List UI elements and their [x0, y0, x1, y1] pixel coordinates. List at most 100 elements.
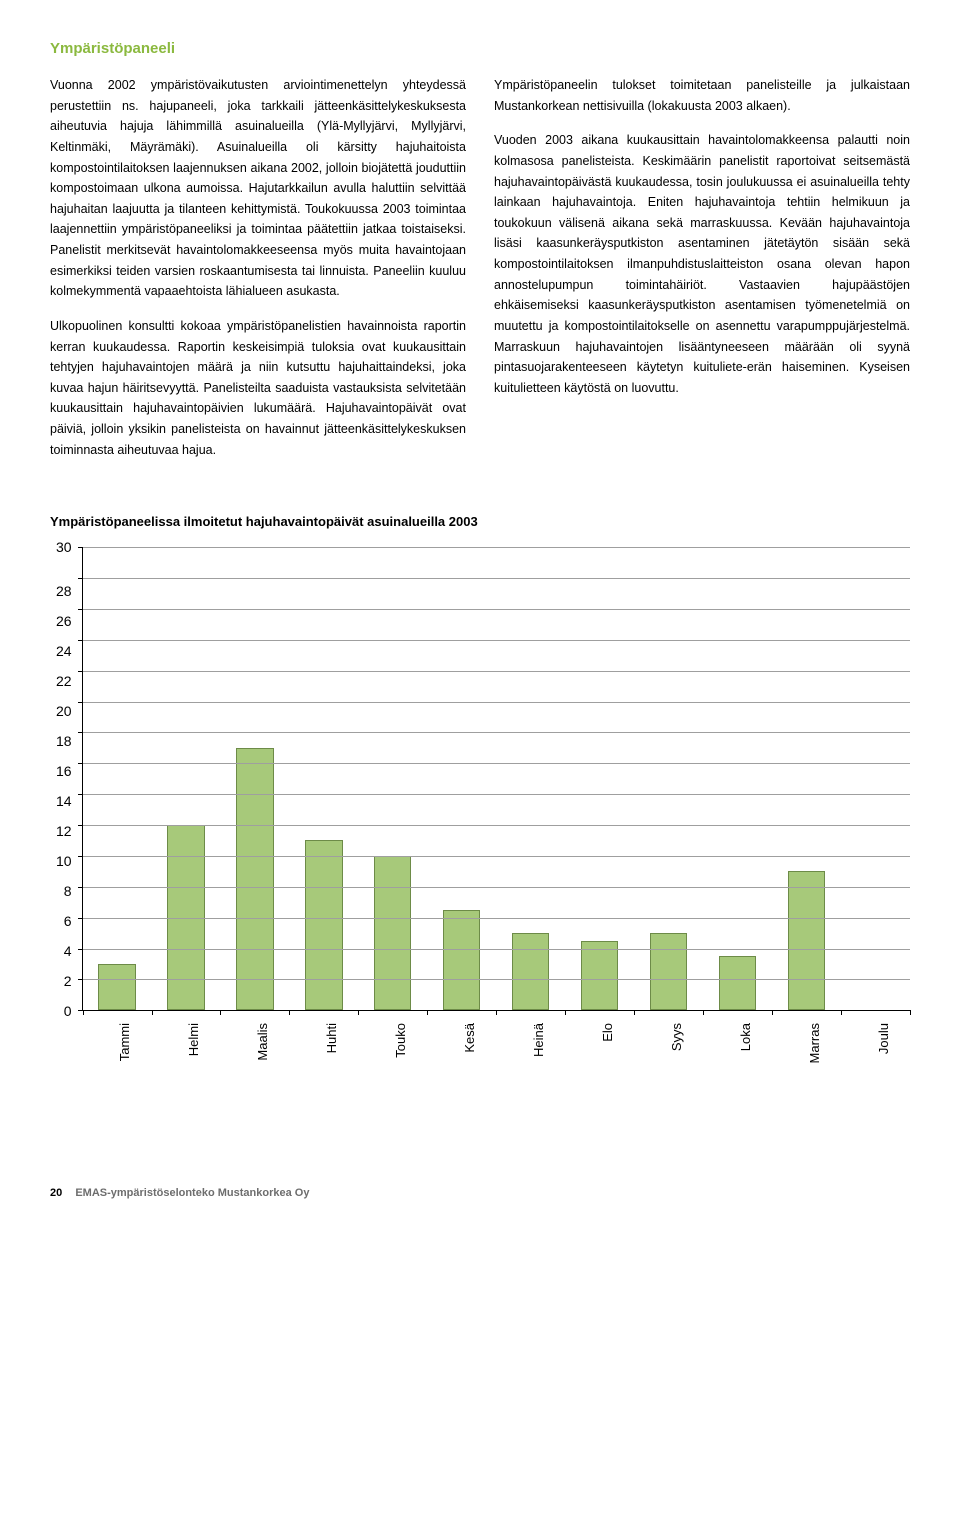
grid-line: [83, 887, 910, 888]
bars-container: TammiHelmiMaalisHuhtiToukoKesäHeinäEloSy…: [83, 547, 910, 1010]
y-tick-mark: [78, 918, 83, 919]
grid-line: [83, 732, 910, 733]
bar-slot: Joulu: [841, 547, 910, 1010]
y-tick-mark: [78, 547, 83, 548]
y-tick-label: 24: [56, 644, 72, 658]
x-tick-mark: [358, 1010, 359, 1015]
x-axis-label: Heinä: [531, 1023, 546, 1057]
bar: [443, 910, 480, 1010]
bar: [305, 840, 342, 1010]
y-tick-label: 12: [56, 824, 72, 838]
x-axis-label: Loka: [738, 1023, 753, 1051]
x-axis-label: Marras: [807, 1023, 822, 1063]
chart-title: Ympäristöpaneelissa ilmoitetut hajuhavai…: [50, 514, 910, 529]
x-tick-mark: [220, 1010, 221, 1015]
y-tick-mark: [78, 856, 83, 857]
grid-line: [83, 609, 910, 610]
grid-line: [83, 856, 910, 857]
bar-slot: Touko: [358, 547, 427, 1010]
page-footer: 20 EMAS-ympäristöselonteko Mustankorkea …: [50, 1187, 910, 1199]
bar-slot: Maalis: [220, 547, 289, 1010]
bar-slot: Tammi: [83, 547, 152, 1010]
x-axis-label: Touko: [393, 1023, 408, 1058]
bar: [719, 956, 756, 1010]
y-tick-mark: [78, 949, 83, 950]
left-paragraph-2: Ulkopuolinen konsultti kokoaa ympäristöp…: [50, 316, 466, 460]
x-axis-label: Huhti: [324, 1023, 339, 1053]
y-tick-label: 8: [64, 884, 72, 898]
bar-chart: 302826242220181614121086420 TammiHelmiMa…: [50, 547, 910, 1037]
plot-area: TammiHelmiMaalisHuhtiToukoKesäHeinäEloSy…: [82, 547, 910, 1011]
y-tick-label: 0: [64, 1004, 72, 1018]
left-paragraph-1: Vuonna 2002 ympäristövaikutusten arvioin…: [50, 75, 466, 302]
grid-line: [83, 825, 910, 826]
y-tick-mark: [78, 1010, 83, 1011]
bar: [98, 964, 135, 1010]
x-tick-mark: [83, 1010, 84, 1015]
y-tick-label: 28: [56, 584, 72, 598]
x-tick-mark: [152, 1010, 153, 1015]
y-tick-mark: [78, 671, 83, 672]
y-tick-label: 16: [56, 764, 72, 778]
bar-slot: Kesä: [427, 547, 496, 1010]
y-tick-mark: [78, 702, 83, 703]
grid-line: [83, 547, 910, 548]
body-columns: Vuonna 2002 ympäristövaikutusten arvioin…: [50, 75, 910, 474]
bar: [650, 933, 687, 1010]
footer-text: EMAS-ympäristöselonteko Mustankorkea Oy: [75, 1187, 309, 1199]
grid-line: [83, 794, 910, 795]
bar: [581, 941, 618, 1010]
y-tick-mark: [78, 794, 83, 795]
x-axis-label: Joulu: [876, 1023, 891, 1054]
y-tick-label: 14: [56, 794, 72, 808]
bar: [374, 856, 411, 1010]
y-tick-mark: [78, 887, 83, 888]
grid-line: [83, 763, 910, 764]
y-tick-mark: [78, 609, 83, 610]
bar-slot: Marras: [772, 547, 841, 1010]
bar-slot: Syys: [634, 547, 703, 1010]
bar-slot: Heinä: [496, 547, 565, 1010]
x-tick-mark: [772, 1010, 773, 1015]
x-axis-label: Syys: [669, 1023, 684, 1051]
x-tick-mark: [910, 1010, 911, 1015]
x-axis-label: Tammi: [117, 1023, 132, 1061]
y-tick-mark: [78, 640, 83, 641]
x-axis-label: Kesä: [462, 1023, 477, 1053]
y-tick-label: 2: [64, 974, 72, 988]
bar: [788, 871, 825, 1010]
y-tick-label: 18: [56, 734, 72, 748]
y-tick-label: 26: [56, 614, 72, 628]
y-tick-label: 30: [56, 540, 72, 554]
grid-line: [83, 949, 910, 950]
x-axis-label: Maalis: [255, 1023, 270, 1061]
y-tick-mark: [78, 979, 83, 980]
x-axis-label: Helmi: [186, 1023, 201, 1056]
y-tick-mark: [78, 825, 83, 826]
y-tick-label: 4: [64, 944, 72, 958]
grid-line: [83, 578, 910, 579]
y-axis: 302826242220181614121086420: [56, 547, 82, 1037]
y-tick-label: 20: [56, 704, 72, 718]
x-tick-mark: [565, 1010, 566, 1015]
bar: [236, 748, 273, 1010]
grid-line: [83, 918, 910, 919]
grid-line: [83, 671, 910, 672]
x-tick-mark: [703, 1010, 704, 1015]
left-column: Vuonna 2002 ympäristövaikutusten arvioin…: [50, 75, 466, 474]
right-paragraph-1: Ympäristöpaneelin tulokset toimitetaan p…: [494, 75, 910, 116]
y-tick-mark: [78, 732, 83, 733]
right-paragraph-2: Vuoden 2003 aikana kuukausittain havaint…: [494, 130, 910, 398]
bar-slot: Loka: [703, 547, 772, 1010]
x-tick-mark: [289, 1010, 290, 1015]
y-tick-label: 10: [56, 854, 72, 868]
section-heading: Ympäristöpaneeli: [50, 40, 910, 57]
x-tick-mark: [496, 1010, 497, 1015]
x-axis-label: Elo: [600, 1023, 615, 1042]
bar: [512, 933, 549, 1010]
right-column: Ympäristöpaneelin tulokset toimitetaan p…: [494, 75, 910, 474]
grid-line: [83, 702, 910, 703]
x-tick-mark: [427, 1010, 428, 1015]
grid-line: [83, 979, 910, 980]
y-tick-mark: [78, 578, 83, 579]
